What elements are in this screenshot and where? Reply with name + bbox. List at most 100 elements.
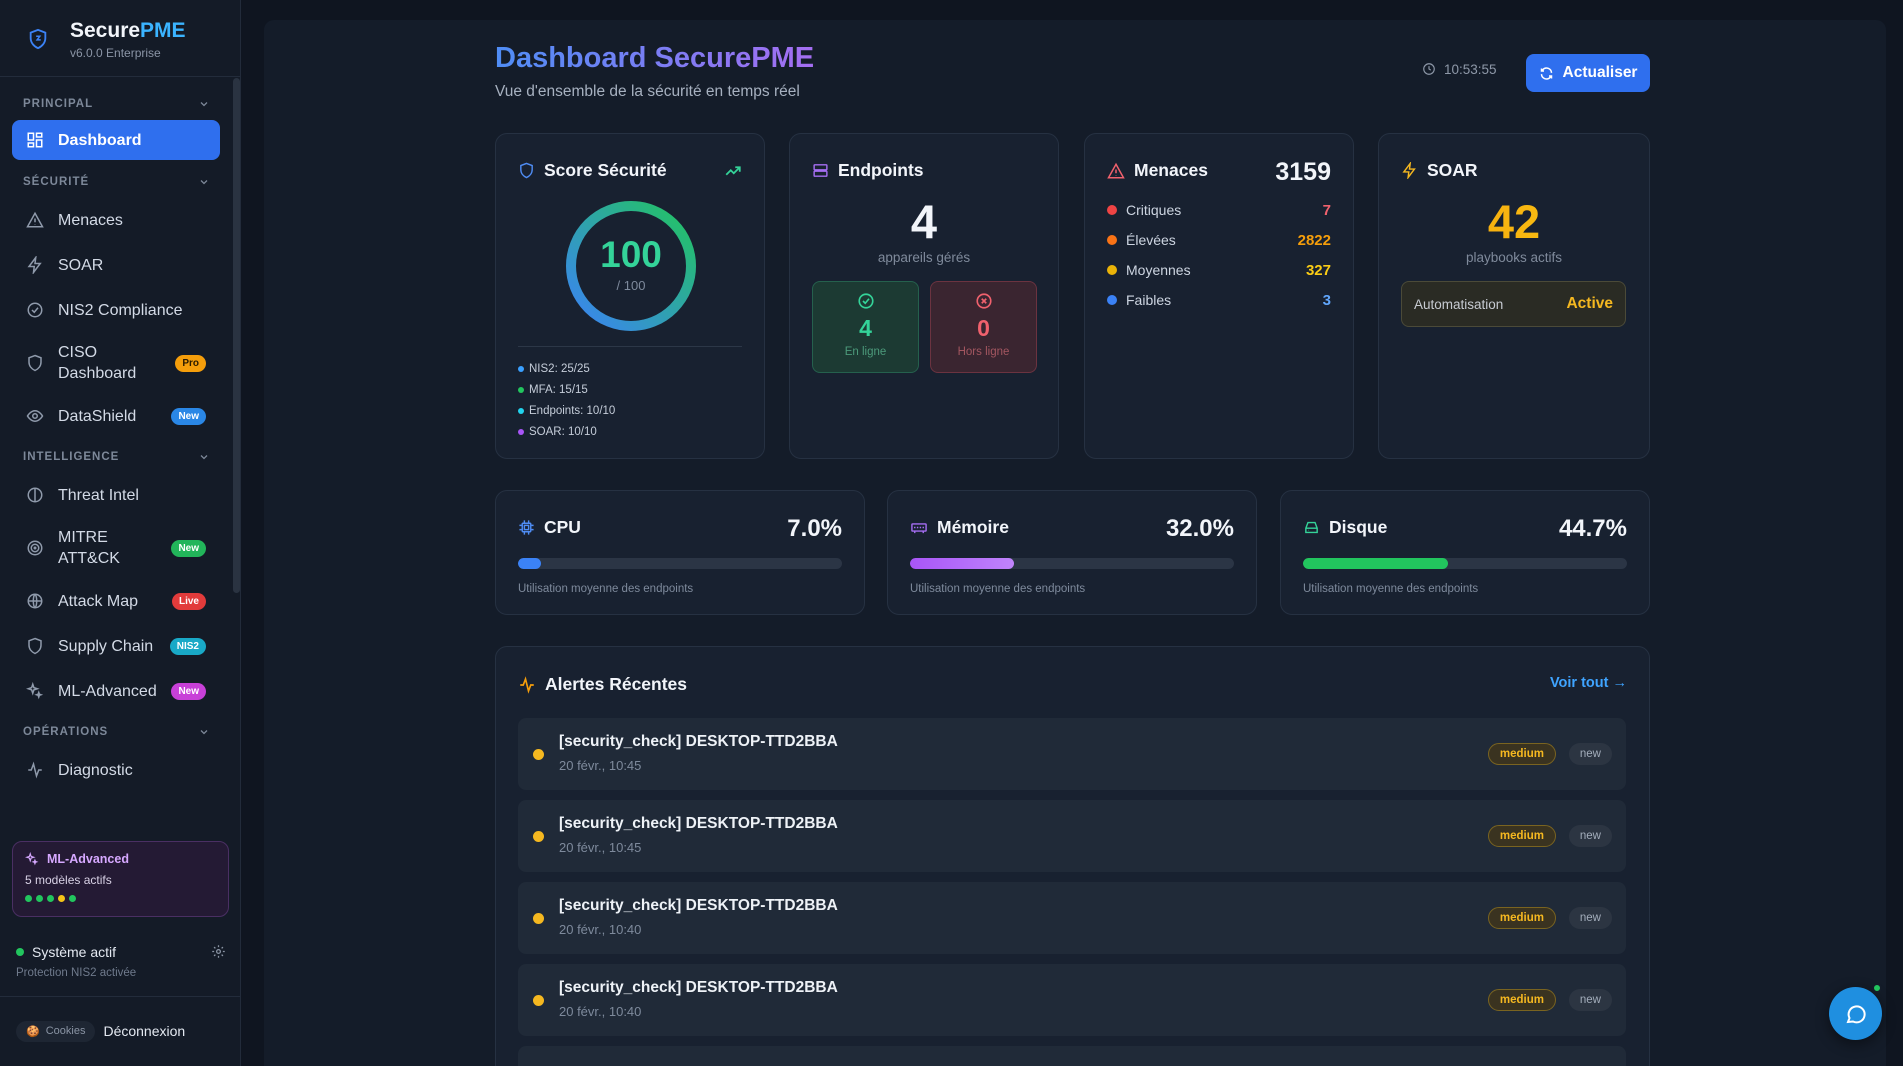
globe-icon xyxy=(26,592,44,610)
chat-button[interactable] xyxy=(1829,987,1882,1040)
nis2-badge: NIS2 xyxy=(169,637,206,655)
chevron-down-icon xyxy=(200,730,208,735)
ml-advanced-card[interactable]: ML-Advanced 5 modèles actifs xyxy=(12,841,229,917)
sidebar-item-label: CISO Dashboard xyxy=(58,344,137,382)
section-header-intelligence[interactable]: INTELLIGENCE xyxy=(0,445,232,469)
logout-label: Déconnexion xyxy=(103,1023,186,1039)
memory-progress xyxy=(910,558,1234,569)
offline-label: Hors ligne xyxy=(957,346,1010,358)
lightning-icon xyxy=(1402,162,1416,179)
gear-icon[interactable] xyxy=(211,944,226,964)
alert-time: 20 févr., 10:40 xyxy=(559,1004,642,1019)
sidebar-item-dashboard[interactable]: Dashboard xyxy=(12,120,220,160)
menaces-card: Menaces 3159 Critiques 7 Élevées 2822 Mo… xyxy=(1084,133,1354,459)
row-value: 2822 xyxy=(1297,231,1331,249)
clock-icon xyxy=(1423,63,1435,75)
alert-item[interactable]: [security_check] DESKTOP-TTD2BBA 20 févr… xyxy=(518,718,1626,790)
see-all-link[interactable]: Voir tout → xyxy=(1549,675,1627,691)
section-header-principal[interactable]: PRINCIPAL xyxy=(0,92,232,116)
score-item-nis2: NIS2: 25/25 xyxy=(518,358,615,379)
system-status-subtitle: Protection NIS2 activée xyxy=(16,967,137,979)
sidebar-scrollbar[interactable] xyxy=(233,78,240,593)
alert-item[interactable]: [security_check] DESKTOP-TTD2BBA 20 févr… xyxy=(518,800,1626,872)
sidebar-item-label: NIS2 Compliance xyxy=(58,301,183,319)
alert-time: 20 févr., 10:45 xyxy=(559,840,642,855)
sidebar-item-label: ML-Advanced xyxy=(58,682,157,700)
refresh-button[interactable]: Actualiser xyxy=(1526,54,1650,92)
section-label: SÉCURITÉ xyxy=(23,176,90,188)
section-header-operations[interactable]: OPÉRATIONS xyxy=(0,720,232,744)
alert-item-partial[interactable] xyxy=(518,1046,1626,1066)
warning-triangle-icon xyxy=(1107,162,1125,178)
sidebar-item-mitre[interactable]: MITRE ATT&CK New xyxy=(12,520,220,576)
sidebar-item-attack-map[interactable]: Attack Map Live xyxy=(12,581,220,621)
sparkles-icon xyxy=(25,852,39,866)
score-item-soar: SOAR: 10/10 xyxy=(518,421,615,442)
sidebar-item-soar[interactable]: SOAR xyxy=(12,245,220,285)
system-status-label: Système actif xyxy=(32,944,117,960)
shield-icon xyxy=(26,354,44,372)
endpoints-card: Endpoints 4 appareils gérés 4 En ligne 0… xyxy=(789,133,1059,459)
alert-title: [security_check] DESKTOP-TTD2BBA xyxy=(559,733,838,750)
row-value: 7 xyxy=(1322,201,1331,219)
chevron-down-icon xyxy=(200,455,208,460)
brain-icon xyxy=(26,486,44,504)
sidebar-item-threat-intel[interactable]: Threat Intel xyxy=(12,475,220,515)
sidebar-item-nis2[interactable]: NIS2 Compliance xyxy=(12,290,220,330)
sidebar-item-label: Supply Chain xyxy=(58,637,154,655)
lightning-icon xyxy=(26,256,44,274)
ml-card-title: ML-Advanced xyxy=(47,852,129,866)
score-value: 100 xyxy=(600,234,662,275)
sidebar-item-supply-chain[interactable]: Supply Chain NIS2 xyxy=(12,626,220,666)
menace-row-critiques: Critiques 7 xyxy=(1107,199,1331,221)
alerts-card: Alertes Récentes Voir tout → [security_c… xyxy=(495,646,1650,1066)
alert-title: [security_check] DESKTOP-TTD2BBA xyxy=(559,979,838,996)
offline-box[interactable]: 0 Hors ligne xyxy=(930,281,1037,373)
score-card: Score Sécurité 100 / 100 NIS2: 25/25 MFA… xyxy=(495,133,765,459)
sidebar-item-label: SOAR xyxy=(58,256,104,274)
activity-icon xyxy=(520,675,534,694)
memory-icon xyxy=(911,523,927,534)
score-item-label: NIS2: 25/25 xyxy=(529,362,590,375)
sidebar-item-ciso[interactable]: CISO Dashboard Pro xyxy=(12,335,220,391)
logout-button[interactable]: 🍪 Cookies Déconnexion xyxy=(16,1018,185,1044)
card-header: CPU xyxy=(518,517,581,538)
card-header: Disque xyxy=(1303,517,1387,538)
online-box[interactable]: 4 En ligne xyxy=(812,281,919,373)
chevron-down-icon xyxy=(200,102,208,107)
sidebar-item-menaces[interactable]: Menaces xyxy=(12,200,220,240)
automation-status[interactable]: Automatisation Active xyxy=(1401,281,1626,327)
brand[interactable]: SecurePME v6.0.0 Enterprise xyxy=(20,14,186,64)
card-header: Menaces xyxy=(1107,160,1208,181)
row-label: Moyennes xyxy=(1126,262,1191,278)
sidebar-item-label: Dashboard xyxy=(58,131,142,149)
alert-item[interactable]: [security_check] DESKTOP-TTD2BBA 20 févr… xyxy=(518,882,1626,954)
soar-label: playbooks actifs xyxy=(1465,250,1563,265)
score-item-mfa: MFA: 15/15 xyxy=(518,379,615,400)
alert-title: [security_check] DESKTOP-TTD2BBA xyxy=(559,815,838,832)
alert-time: 20 févr., 10:40 xyxy=(559,922,642,937)
section-label: PRINCIPAL xyxy=(23,98,94,110)
sidebar-item-ml-advanced[interactable]: ML-Advanced New xyxy=(12,671,220,711)
chat-bubble-icon xyxy=(1845,1004,1866,1023)
disk-progress xyxy=(1303,558,1627,569)
status-badge: new xyxy=(1568,989,1612,1011)
chevron-down-icon xyxy=(200,180,208,185)
card-header: Alertes Récentes xyxy=(518,674,687,695)
status-dot xyxy=(16,948,24,956)
shield-logo-icon xyxy=(20,21,56,57)
row-value: 3 xyxy=(1322,291,1331,309)
score-item-endpoints: Endpoints: 10/10 xyxy=(518,400,615,421)
score-item-label: MFA: 15/15 xyxy=(529,383,588,396)
ml-card-subtitle: 5 modèles actifs xyxy=(25,873,112,887)
target-icon xyxy=(26,539,44,557)
progress-fill xyxy=(518,558,541,569)
cookies-button[interactable]: 🍪 Cookies xyxy=(16,1020,96,1042)
sidebar-item-datashield[interactable]: DataShield New xyxy=(12,396,220,436)
card-title: SOAR xyxy=(1427,160,1478,180)
section-header-securite[interactable]: SÉCURITÉ xyxy=(0,170,232,194)
automation-label: Automatisation xyxy=(1414,296,1504,312)
alert-item[interactable]: [security_check] DESKTOP-TTD2BBA 20 févr… xyxy=(518,964,1626,1036)
sidebar-item-diagnostic[interactable]: Diagnostic xyxy=(12,750,220,790)
menaces-total: 3159 xyxy=(1275,158,1331,186)
